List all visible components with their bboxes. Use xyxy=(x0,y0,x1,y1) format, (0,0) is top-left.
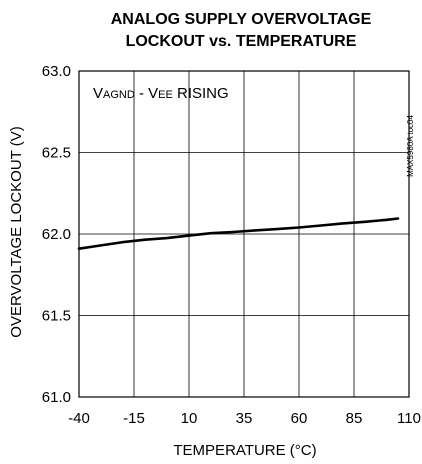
annotation-sub-ee: EE xyxy=(158,89,173,101)
grid xyxy=(79,71,409,397)
series-group xyxy=(77,217,400,250)
chart-title-line-1: ANALOG SUPPLY OVERVOLTAGE xyxy=(111,11,372,28)
x-axis-label: TEMPERATURE (°C) xyxy=(173,442,316,459)
plot-frame xyxy=(78,70,410,398)
series-line xyxy=(77,217,400,250)
x-tick-labels: -40 -15 10 35 60 85 110 xyxy=(68,410,421,427)
chart-title-line-2: LOCKOUT vs. TEMPERATURE xyxy=(126,33,357,50)
x-tick-label: 60 xyxy=(291,410,308,427)
y-tick-label: 61.5 xyxy=(42,308,71,325)
figure-id: MAX5980A toc04 xyxy=(406,115,415,177)
y-axis-label: OVERVOLTAGE LOCKOUT (V) xyxy=(8,126,25,337)
y-tick-label: 61.0 xyxy=(42,389,71,406)
annotation-part-v1: V xyxy=(93,85,103,102)
x-tick-label: 35 xyxy=(236,410,253,427)
x-tick-label: -40 xyxy=(68,410,90,427)
y-tick-label: 62.0 xyxy=(42,226,71,243)
annotation-part-rising: RISING xyxy=(173,85,229,102)
x-tick-label: 110 xyxy=(397,410,421,427)
y-tick-labels: 61.0 61.5 62.0 62.5 63.0 xyxy=(42,63,71,406)
y-tick-label: 63.0 xyxy=(42,63,71,80)
annotation-label: VAGND - VEE RISING xyxy=(93,85,229,102)
x-tick-label: 10 xyxy=(181,410,198,427)
annotation-part-v2: - V xyxy=(135,85,158,102)
x-tick-label: -15 xyxy=(123,410,145,427)
y-tick-label: 62.5 xyxy=(42,145,71,162)
x-tick-label: 85 xyxy=(346,410,363,427)
annotation-sub-agnd: AGND xyxy=(103,89,135,101)
